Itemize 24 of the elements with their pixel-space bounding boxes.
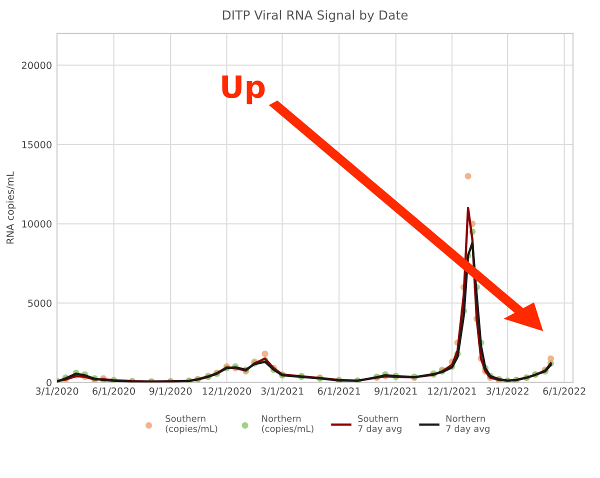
chart-title: DITP Viral RNA Signal by Date [222, 10, 408, 22]
y-tick-label: 0 [46, 378, 52, 386]
x-tick-label: 9/1/2020 [149, 387, 192, 396]
point [262, 350, 268, 358]
x-tick-label: 12/1/2020 [202, 387, 252, 396]
point [464, 172, 472, 180]
y-tick-label: 20000 [22, 62, 52, 70]
x-tick-label: 3/1/2021 [261, 387, 304, 396]
x-tick-label: 3/1/2022 [486, 387, 528, 396]
legend-label: Northern (copies/mL) [262, 414, 314, 434]
x-tick-label: 12/1/2021 [428, 387, 476, 396]
x-tick-label: 6/1/2021 [318, 387, 360, 396]
y-tick-label: 5000 [28, 300, 52, 307]
y-tick-label: 15000 [22, 140, 52, 148]
legend-label: Northern 7 day avg [446, 414, 490, 434]
y-tick-label: 10000 [22, 220, 52, 228]
y-axis-title: RNA copies/mL [6, 171, 16, 244]
x-tick-label: 6/1/2022 [543, 387, 586, 396]
x-tick-label: 3/1/2020 [36, 387, 78, 396]
legend-label: Southern 7 day avg [358, 414, 402, 434]
x-tick-label: 6/1/2020 [92, 387, 135, 396]
annotation: Up [222, 75, 265, 104]
legend-label: Southern (copies/mL) [166, 414, 218, 434]
x-tick-label: 9/1/2021 [374, 387, 417, 396]
